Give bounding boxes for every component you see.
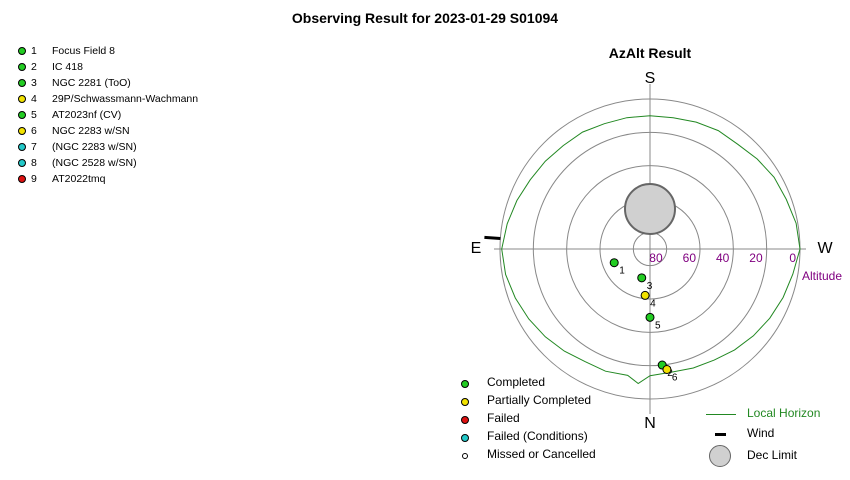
target-name: NGC 2281 (ToO) [52,77,131,89]
target-point [662,364,672,374]
status-dot [18,47,26,55]
compass-label-west: W [817,240,833,257]
target-name: 29P/Schwassmann-Wachmann [52,93,199,105]
target-name: NGC 2283 w/SN [52,125,130,137]
status-dot [18,127,26,135]
status-dot [18,143,26,151]
legend-dot [461,434,469,442]
legend-dot [461,416,469,424]
legend-label: Local Horizon [747,406,821,420]
target-number: 9 [31,173,37,185]
legend-label: Partially Completed [487,393,592,407]
target-name: (NGC 2283 w/SN) [52,141,137,153]
altitude-tick-label: 0 [789,251,796,265]
target-point-label: 5 [655,320,661,331]
legend-label: Failed (Conditions) [487,429,588,443]
wind-marker [484,235,501,241]
legend-dot [462,453,468,459]
altitude-tick-label: 20 [749,251,763,265]
compass-label-south: S [645,70,656,87]
legend-label: Wind [747,426,775,440]
compass-label-east: E [471,240,482,257]
status-dot [18,95,26,103]
target-name: (NGC 2528 w/SN) [52,157,137,169]
altitude-tick-label: 60 [683,251,697,265]
target-point [640,290,650,300]
target-point-label: 1 [619,266,625,277]
legend-label: Missed or Cancelled [487,447,596,461]
legend-label: Completed [487,375,546,389]
target-number: 2 [31,61,37,73]
target-name: Focus Field 8 [52,45,116,57]
chart-title: AzAlt Result [608,45,692,61]
altitude-tick-label: 80 [649,251,663,265]
local-horizon-line [501,115,801,385]
target-number: 5 [31,109,37,121]
target-point-label: 2 [667,368,673,379]
compass-label-north: N [644,415,656,432]
legend-dot [461,398,469,406]
target-point [645,312,655,322]
target-name: AT2022tmq [52,173,106,185]
legend-dot [461,380,469,388]
status-dot [18,175,26,183]
page-title: Observing Result for 2023-01-29 S01094 [291,10,559,26]
target-number: 3 [31,77,37,89]
wind-icon [715,433,726,436]
target-name: IC 418 [52,61,83,73]
legend-label: Dec Limit [747,448,798,462]
dec-limit-icon [709,445,731,467]
horizon-line-icon [706,414,736,415]
target-number: 4 [31,93,37,105]
altitude-tick-label: 40 [716,251,730,265]
target-point-label: 3 [647,281,653,292]
target-name: AT2023nf (CV) [52,109,122,121]
dec-limit-region [624,183,676,235]
target-number: 6 [31,125,37,137]
status-dot [18,79,26,87]
status-dot [18,159,26,167]
altitude-axis-label: Altitude [802,269,842,283]
target-point [609,258,619,268]
target-number: 1 [31,45,37,57]
legend-label: Failed [487,411,520,425]
target-number: 7 [31,141,37,153]
status-dot [18,63,26,71]
status-dot [18,111,26,119]
target-point [637,273,647,283]
target-point-label: 6 [672,372,678,383]
target-point-label: 4 [650,298,656,309]
target-number: 8 [31,157,37,169]
